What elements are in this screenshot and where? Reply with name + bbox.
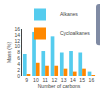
svg-text:Mass (%): Mass (%) [6, 42, 12, 63]
svg-text:16: 16 [89, 77, 95, 83]
svg-text:2: 2 [17, 67, 20, 73]
svg-text:Alkanes: Alkanes [60, 11, 78, 17]
svg-text:12: 12 [52, 77, 58, 83]
svg-text:Number of carbons: Number of carbons [38, 83, 81, 89]
svg-text:4: 4 [17, 61, 20, 67]
svg-text:10: 10 [33, 77, 39, 83]
svg-text:14: 14 [70, 77, 76, 83]
svg-text:14: 14 [14, 32, 20, 38]
svg-text:16: 16 [14, 26, 20, 32]
svg-text:12: 12 [14, 38, 20, 44]
svg-text:9: 9 [25, 77, 28, 83]
svg-text:15: 15 [79, 77, 85, 83]
svg-text:11: 11 [43, 77, 48, 83]
svg-text:0: 0 [17, 73, 20, 79]
svg-text:10: 10 [14, 43, 20, 49]
svg-text:13: 13 [61, 77, 67, 83]
svg-text:Cycloalkanes: Cycloalkanes [60, 30, 90, 36]
svg-text:6: 6 [17, 55, 20, 61]
svg-text:8: 8 [17, 49, 20, 55]
